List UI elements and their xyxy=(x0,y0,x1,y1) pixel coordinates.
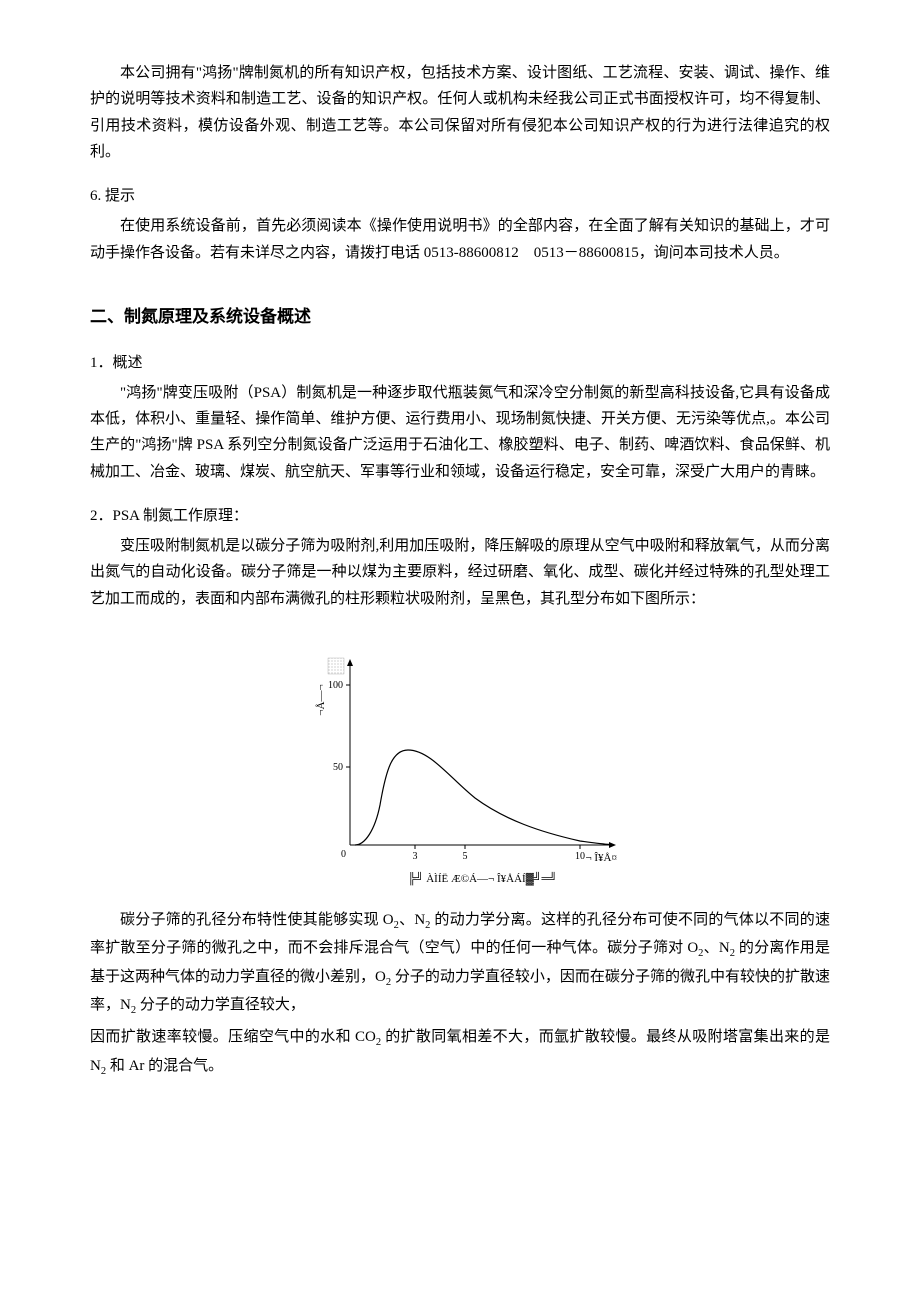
svg-text:3: 3 xyxy=(413,851,418,862)
text-fragment: 、N xyxy=(703,940,729,956)
svg-text:100: 100 xyxy=(328,680,343,691)
pore-distribution-chart: ¬Å―¬ 0 50 100 3 5 10¬ Î¥Å¤ ╠╝ ÀÌÍË Æ©Á―¬ Î¥ÅÁÍ▓… xyxy=(90,630,830,895)
svg-text:0: 0 xyxy=(341,849,346,860)
principle-paragraph-2: 碳分子筛的孔径分布特性使其能够实现 O2、N2 的动力学分离。这样的孔径分布可使… xyxy=(90,907,830,1021)
svg-text:╠╝ ÀÌÍË Æ©Á―¬ Î¥ÅÁÍ▓╝═╝: ╠╝ ÀÌÍË Æ©Á―¬ Î¥ÅÁÍ▓╝═╝ xyxy=(408,871,557,886)
overview-paragraph: "鸿扬"牌变压吸附（PSA）制氮机是一种逐步取代瓶装氮气和深冷空分制氮的新型高科… xyxy=(90,380,830,485)
svg-text:50: 50 xyxy=(333,762,343,773)
subsection-1-title: 1．概述 xyxy=(90,350,830,376)
svg-text:10: 10 xyxy=(575,851,585,862)
tips-paragraph: 在使用系统设备前，首先必须阅读本《操作使用说明书》的全部内容，在全面了解有关知识… xyxy=(90,213,830,266)
svg-text:¬ Î¥Å¤: ¬ Î¥Å¤ xyxy=(585,852,617,864)
svg-text:5: 5 xyxy=(463,851,468,862)
text-fragment: 分子的动力学直径较大， xyxy=(136,997,305,1013)
svg-text:¬Å―¬: ¬Å―¬ xyxy=(315,684,327,715)
text-fragment: 和 Ar 的混合气。 xyxy=(106,1058,223,1074)
subsection-2-title: 2．PSA 制氮工作原理： xyxy=(90,503,830,529)
section-2-heading: 二、制氮原理及系统设备概述 xyxy=(90,302,830,332)
text-fragment: 碳分子筛的孔径分布特性使其能够实现 O xyxy=(120,912,394,928)
text-fragment: 、N xyxy=(399,912,425,928)
principle-paragraph-1: 变压吸附制氮机是以碳分子筛为吸附剂,利用加压吸附，降压解吸的原理从空气中吸附和释… xyxy=(90,533,830,612)
ip-notice-paragraph: 本公司拥有"鸿扬"牌制氮机的所有知识产权，包括技术方案、设计图纸、工艺流程、安装… xyxy=(90,60,830,165)
section-6-title: 6. 提示 xyxy=(90,183,830,209)
principle-paragraph-3: 因而扩散速率较慢。压缩空气中的水和 CO2 的扩散同氧相差不大，而氩扩散较慢。最… xyxy=(90,1024,830,1081)
text-fragment: 因而扩散速率较慢。压缩空气中的水和 CO xyxy=(90,1029,376,1045)
chart-svg: ¬Å―¬ 0 50 100 3 5 10¬ Î¥Å¤ ╠╝ ÀÌÍË Æ©Á―¬ Î¥ÅÁÍ▓… xyxy=(280,630,640,895)
